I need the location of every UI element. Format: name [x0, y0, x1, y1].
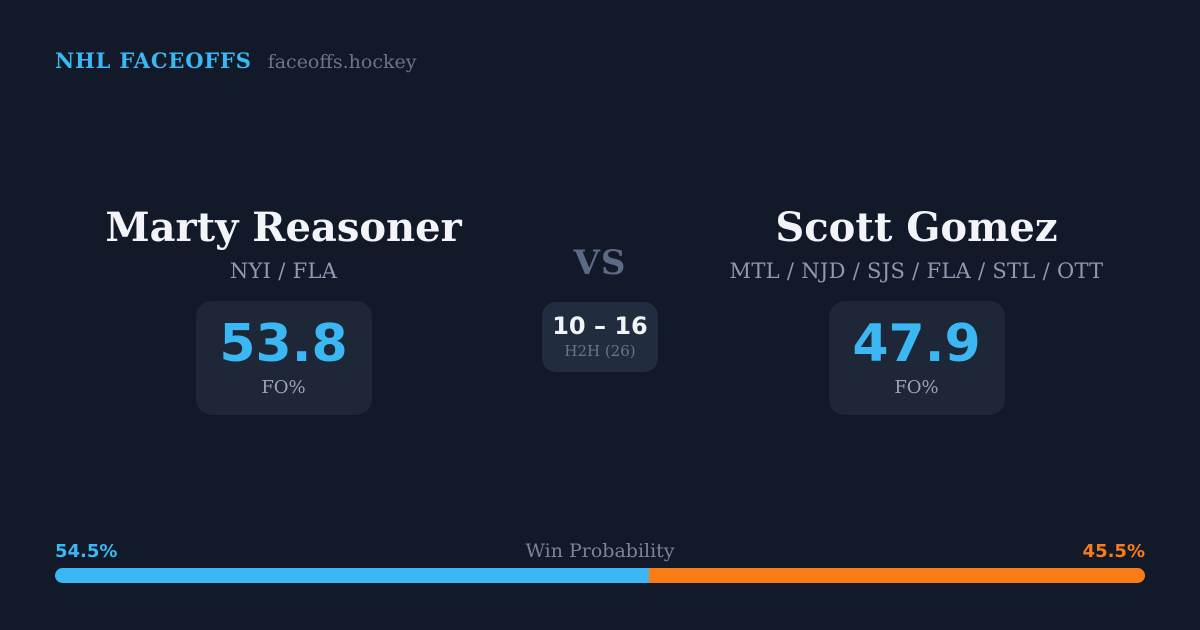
- header: NHL FACEOFFS faceoffs.hockey: [55, 48, 416, 73]
- win-probability-bar: [55, 568, 1145, 583]
- player-left-teams: NYI / FLA: [229, 259, 338, 283]
- site-domain: faceoffs.hockey: [267, 51, 417, 73]
- player-right-name: Scott Gomez: [775, 204, 1058, 251]
- win-prob-right-pct: 45.5%: [1082, 541, 1145, 562]
- player-left-stat-value: 53.8: [219, 314, 348, 374]
- h2h-card: 10 – 16 H2H (26): [542, 301, 658, 372]
- player-right-column: Scott Gomez MTL / NJD / SJS / FLA / STL …: [713, 205, 1120, 415]
- player-left-name: Marty Reasoner: [105, 204, 462, 251]
- win-bar-right-fill: [649, 568, 1145, 583]
- versus-column: VS 10 – 16 H2H (26): [500, 205, 700, 372]
- win-bar-left-fill: [55, 568, 650, 583]
- player-left-column: Marty Reasoner NYI / FLA 53.8 FO%: [80, 205, 487, 415]
- vs-label: VS: [573, 243, 627, 283]
- player-right-stat-label: FO%: [894, 377, 939, 398]
- player-right-stat-value: 47.9: [852, 314, 981, 374]
- h2h-label: H2H (26): [564, 342, 636, 361]
- win-prob-left-pct: 54.5%: [55, 541, 118, 562]
- player-left-stat-label: FO%: [261, 377, 306, 398]
- h2h-score: 10 – 16: [552, 312, 648, 341]
- player-left-stat-card: 53.8 FO%: [195, 301, 372, 415]
- player-right-stat-card: 47.9 FO%: [828, 301, 1005, 415]
- player-right-teams: MTL / NJD / SJS / FLA / STL / OTT: [729, 259, 1104, 283]
- win-prob-title: Win Probability: [525, 540, 675, 562]
- win-probability-labels: 54.5% Win Probability 45.5%: [55, 540, 1145, 562]
- brand-title: NHL FACEOFFS: [55, 48, 252, 73]
